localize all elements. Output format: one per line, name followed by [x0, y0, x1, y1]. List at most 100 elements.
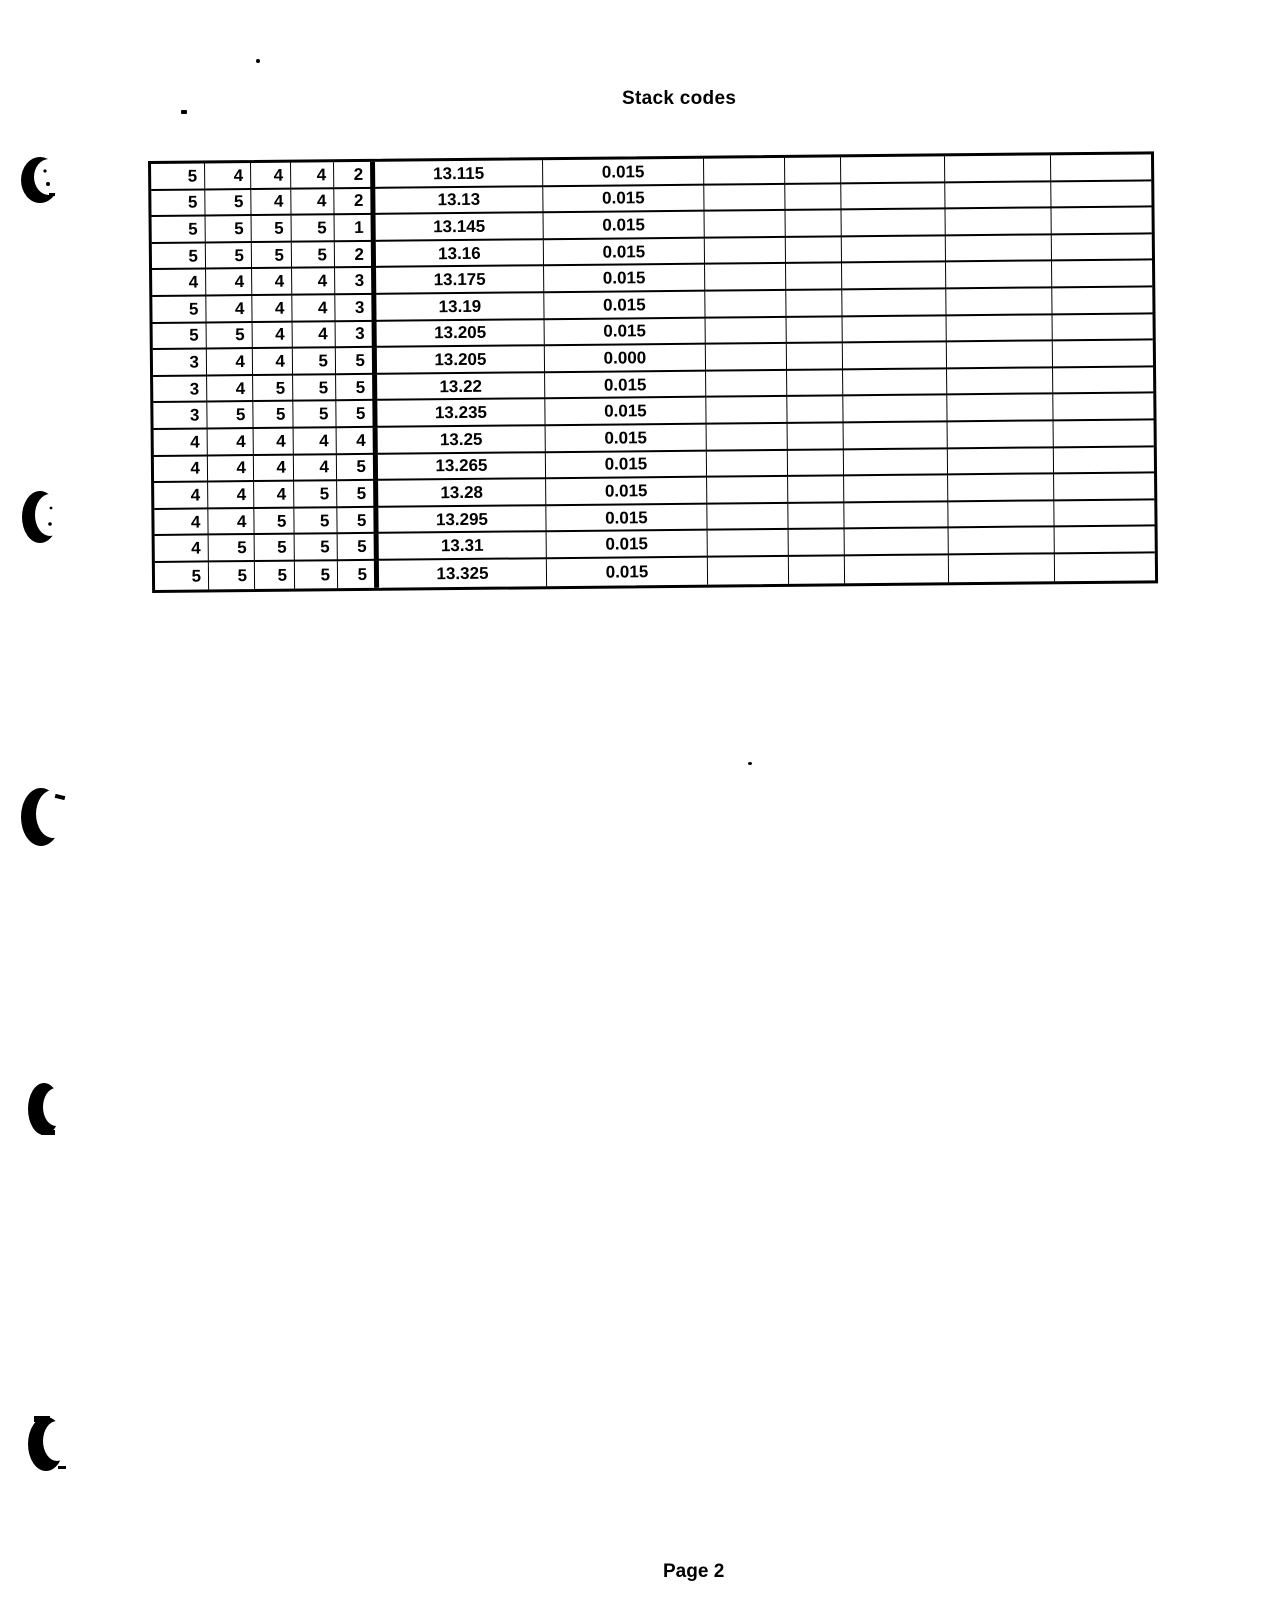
- code-cell: 5: [206, 322, 253, 350]
- empty-cell: [844, 475, 949, 504]
- empty-cell: [1053, 393, 1154, 422]
- empty-cell: [786, 263, 843, 291]
- empty-cell: [945, 235, 1053, 263]
- empty-cell: [840, 156, 946, 184]
- code-cell: 5: [208, 535, 255, 563]
- empty-cell: [704, 211, 786, 239]
- delta-cell: 0.015: [545, 371, 707, 400]
- code-cell: 4: [208, 508, 255, 536]
- empty-cell: [707, 476, 789, 505]
- value-cell: 13.145: [375, 213, 544, 242]
- empty-cell: [706, 450, 789, 478]
- code-cell: 5: [208, 561, 256, 589]
- empty-cell: [1055, 553, 1155, 581]
- value-cell: 13.205: [376, 319, 545, 348]
- empty-cell: [788, 503, 845, 531]
- empty-cell: [842, 342, 948, 371]
- code-cell: 5: [151, 190, 206, 218]
- hole-punch-mark-icon: [28, 1416, 71, 1471]
- empty-cell: [788, 476, 845, 504]
- code-cell: 5: [253, 401, 294, 429]
- code-cell: 5: [337, 507, 379, 535]
- code-cell: 5: [291, 241, 336, 269]
- code-cell: 5: [337, 480, 379, 508]
- code-cell: 5: [152, 323, 207, 351]
- code-cell: 4: [253, 428, 294, 456]
- value-cell: 13.13: [375, 186, 544, 216]
- empty-cell: [1053, 446, 1155, 475]
- empty-cell: [706, 423, 788, 452]
- delta-cell: 0.015: [546, 557, 709, 586]
- code-cell: 4: [154, 509, 209, 537]
- hole-punch-mark-icon: [28, 1083, 65, 1135]
- empty-cell: [1054, 473, 1155, 502]
- code-cell: 5: [336, 401, 378, 429]
- empty-cell: [788, 556, 846, 584]
- code-cell: 5: [152, 296, 207, 324]
- empty-cell: [946, 261, 1053, 290]
- code-cell: 5: [205, 189, 252, 217]
- empty-cell: [786, 316, 843, 345]
- code-cell: 5: [293, 401, 337, 429]
- ink-speck: [748, 762, 752, 765]
- empty-cell: [788, 529, 845, 557]
- delta-cell: 0.015: [546, 477, 708, 506]
- code-cell: 5: [293, 374, 337, 402]
- empty-cell: [785, 183, 842, 212]
- empty-cell: [842, 262, 947, 291]
- empty-cell: [946, 314, 1053, 343]
- empty-cell: [787, 423, 844, 451]
- hole-punch-mark-icon: [21, 157, 64, 203]
- empty-cell: [704, 157, 786, 186]
- code-cell: 4: [253, 455, 295, 483]
- value-cell: 13.22: [377, 372, 546, 402]
- code-cell: 4: [291, 162, 335, 190]
- value-cell: 13.19: [376, 293, 545, 322]
- delta-cell: 0.015: [544, 291, 706, 320]
- code-cell: 5: [251, 242, 293, 270]
- code-cell: 5: [336, 374, 378, 402]
- empty-cell: [948, 527, 1055, 556]
- empty-cell: [1051, 234, 1153, 262]
- value-cell: 13.28: [378, 479, 547, 508]
- empty-cell: [707, 503, 789, 531]
- delta-cell: 0.000: [544, 344, 707, 373]
- empty-cell: [705, 317, 787, 345]
- empty-cell: [946, 288, 1053, 316]
- delta-cell: 0.015: [545, 424, 707, 453]
- code-cell: 2: [334, 188, 376, 216]
- empty-cell: [1052, 313, 1153, 342]
- code-cell: 2: [334, 241, 377, 269]
- code-cell: 3: [335, 268, 377, 296]
- value-cell: 13.25: [377, 426, 546, 455]
- empty-cell: [948, 501, 1055, 529]
- value-cell: 13.175: [376, 266, 545, 295]
- empty-cell: [786, 290, 843, 318]
- code-cell: 5: [151, 163, 206, 191]
- empty-cell: [707, 556, 790, 585]
- empty-cell: [945, 181, 1052, 210]
- empty-cell: [947, 421, 1054, 449]
- code-cell: 4: [154, 482, 209, 510]
- empty-cell: [706, 370, 788, 398]
- code-cell: 4: [207, 428, 254, 456]
- code-cell: 4: [252, 348, 294, 376]
- empty-cell: [1052, 260, 1153, 289]
- code-cell: 4: [207, 375, 254, 403]
- code-cell: 4: [208, 482, 255, 510]
- code-cell: 5: [205, 216, 252, 244]
- empty-cell: [704, 184, 786, 212]
- empty-cell: [945, 208, 1052, 237]
- code-cell: 5: [254, 561, 296, 589]
- delta-cell: 0.015: [545, 397, 707, 427]
- code-cell: 4: [252, 322, 293, 350]
- code-cell: 4: [293, 428, 337, 456]
- code-cell: 4: [153, 455, 209, 484]
- empty-cell: [1051, 180, 1152, 209]
- empty-cell: [705, 290, 787, 319]
- empty-cell: [841, 209, 946, 238]
- empty-cell: [841, 182, 946, 211]
- delta-cell: 0.015: [546, 530, 708, 560]
- code-cell: 5: [254, 508, 295, 536]
